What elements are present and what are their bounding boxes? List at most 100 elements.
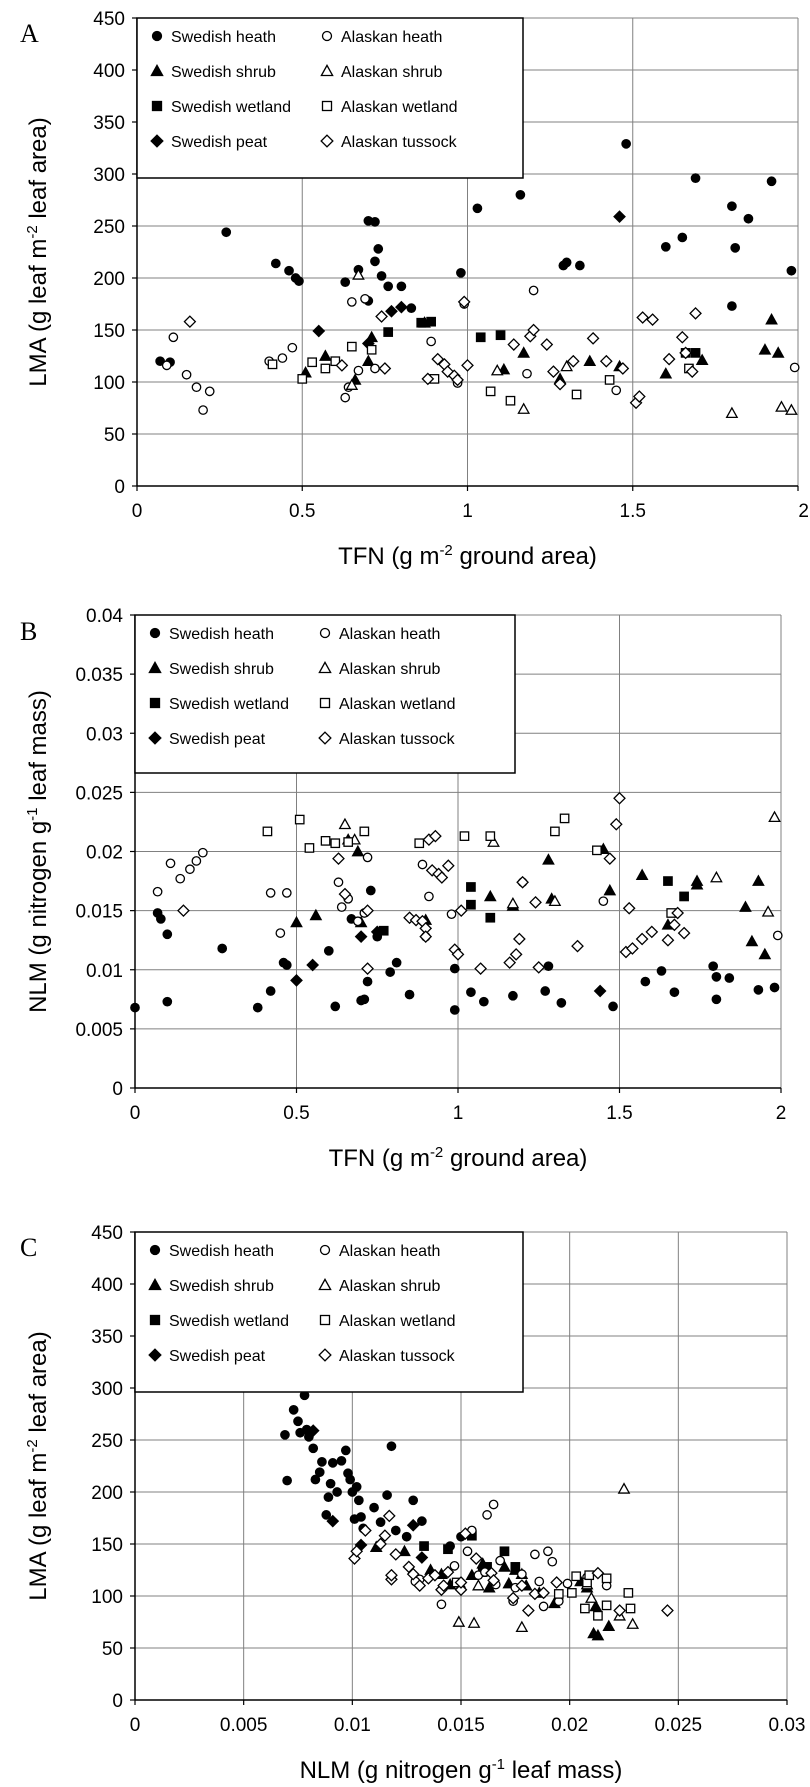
series-alaskan-wetland xyxy=(262,813,677,918)
data-point xyxy=(543,961,554,972)
data-point xyxy=(435,871,449,884)
data-point xyxy=(671,906,685,920)
data-point xyxy=(265,986,276,996)
data-point xyxy=(556,998,567,1008)
y-tick-label: 250 xyxy=(91,1431,123,1452)
x-tick-label: 0.01 xyxy=(334,1715,371,1736)
data-point xyxy=(626,942,639,955)
data-point xyxy=(571,389,582,400)
legend-label: Swedish peat xyxy=(171,134,268,151)
data-point xyxy=(679,346,693,360)
data-point xyxy=(353,916,363,927)
data-point xyxy=(373,244,384,254)
data-point xyxy=(323,1492,334,1503)
legend-label: Swedish peat xyxy=(169,731,266,748)
data-point xyxy=(613,791,626,805)
legend-label: Swedish peat xyxy=(169,1348,266,1365)
data-point xyxy=(304,1432,314,1442)
data-point xyxy=(786,265,797,276)
y-axis-label: LMA (g leaf m-2 leaf area) xyxy=(24,1331,52,1600)
data-point xyxy=(452,1615,466,1627)
data-point xyxy=(383,281,394,292)
data-point xyxy=(265,888,276,898)
data-point xyxy=(516,875,529,889)
data-point xyxy=(580,1603,590,1614)
data-point xyxy=(330,356,341,367)
data-point xyxy=(677,232,688,243)
x-tick-label: 0.5 xyxy=(283,1103,309,1124)
x-tick-label: 0 xyxy=(132,501,143,522)
data-point xyxy=(711,994,722,1005)
data-point xyxy=(528,285,539,296)
data-point xyxy=(506,896,520,909)
data-point xyxy=(395,300,408,314)
data-point xyxy=(359,994,370,1005)
data-point xyxy=(321,1510,332,1520)
data-point xyxy=(466,899,476,910)
data-point xyxy=(288,1404,299,1415)
data-point xyxy=(353,365,364,376)
data-point xyxy=(635,868,649,880)
y-tick-label: 0.04 xyxy=(86,606,123,627)
legend-marker-square xyxy=(151,100,163,112)
data-point xyxy=(663,876,673,886)
data-point xyxy=(553,377,567,391)
data-point xyxy=(602,1619,616,1632)
data-point xyxy=(598,896,609,907)
data-point xyxy=(710,870,723,883)
data-point xyxy=(708,961,719,972)
data-point xyxy=(482,1510,492,1520)
data-point xyxy=(515,1579,529,1592)
data-point xyxy=(404,989,415,1000)
data-point xyxy=(426,316,436,327)
data-point xyxy=(745,934,759,947)
legend-label: Alaskan heath xyxy=(341,29,442,46)
data-point xyxy=(310,1474,321,1485)
data-point xyxy=(456,267,466,278)
data-point xyxy=(677,926,691,940)
legend-label: Swedish heath xyxy=(171,29,276,46)
x-axis-label: TFN (g m-2 ground area) xyxy=(338,542,597,570)
data-point xyxy=(690,173,701,184)
data-point xyxy=(739,900,752,912)
data-point xyxy=(335,358,349,372)
series-swedish-heath xyxy=(280,1390,466,1551)
data-point xyxy=(252,1002,263,1013)
legend-label: Swedish wetland xyxy=(169,1313,289,1330)
data-point xyxy=(617,1482,631,1494)
y-tick-label: 0 xyxy=(112,1079,123,1100)
data-point xyxy=(547,1556,558,1567)
data-point xyxy=(785,403,798,415)
legend-marker-triangle xyxy=(320,64,334,77)
y-tick-label: 350 xyxy=(93,113,125,134)
y-tick-label: 300 xyxy=(93,165,125,186)
data-point xyxy=(175,873,186,884)
y-tick-label: 0 xyxy=(114,477,125,498)
data-point xyxy=(695,353,709,366)
data-point xyxy=(601,1600,612,1611)
data-point xyxy=(330,838,341,849)
data-point xyxy=(386,1441,397,1452)
data-point xyxy=(419,1541,429,1551)
data-point xyxy=(507,338,521,351)
legend-label: Alaskan heath xyxy=(339,626,440,643)
data-point xyxy=(366,344,377,355)
data-point xyxy=(566,354,580,368)
data-point xyxy=(441,1565,455,1579)
data-point xyxy=(294,814,305,825)
data-point xyxy=(401,1531,412,1542)
data-point xyxy=(183,315,197,329)
data-point xyxy=(727,301,737,311)
data-point xyxy=(454,1583,468,1597)
data-point xyxy=(314,1467,325,1478)
data-point xyxy=(517,1569,527,1580)
data-point xyxy=(425,864,439,877)
data-point xyxy=(362,852,373,863)
data-point xyxy=(622,901,636,915)
data-point xyxy=(441,859,455,873)
data-point xyxy=(591,1628,605,1641)
data-point xyxy=(130,1002,140,1013)
data-point xyxy=(689,306,702,320)
data-point xyxy=(306,958,320,972)
data-point xyxy=(369,1502,379,1513)
